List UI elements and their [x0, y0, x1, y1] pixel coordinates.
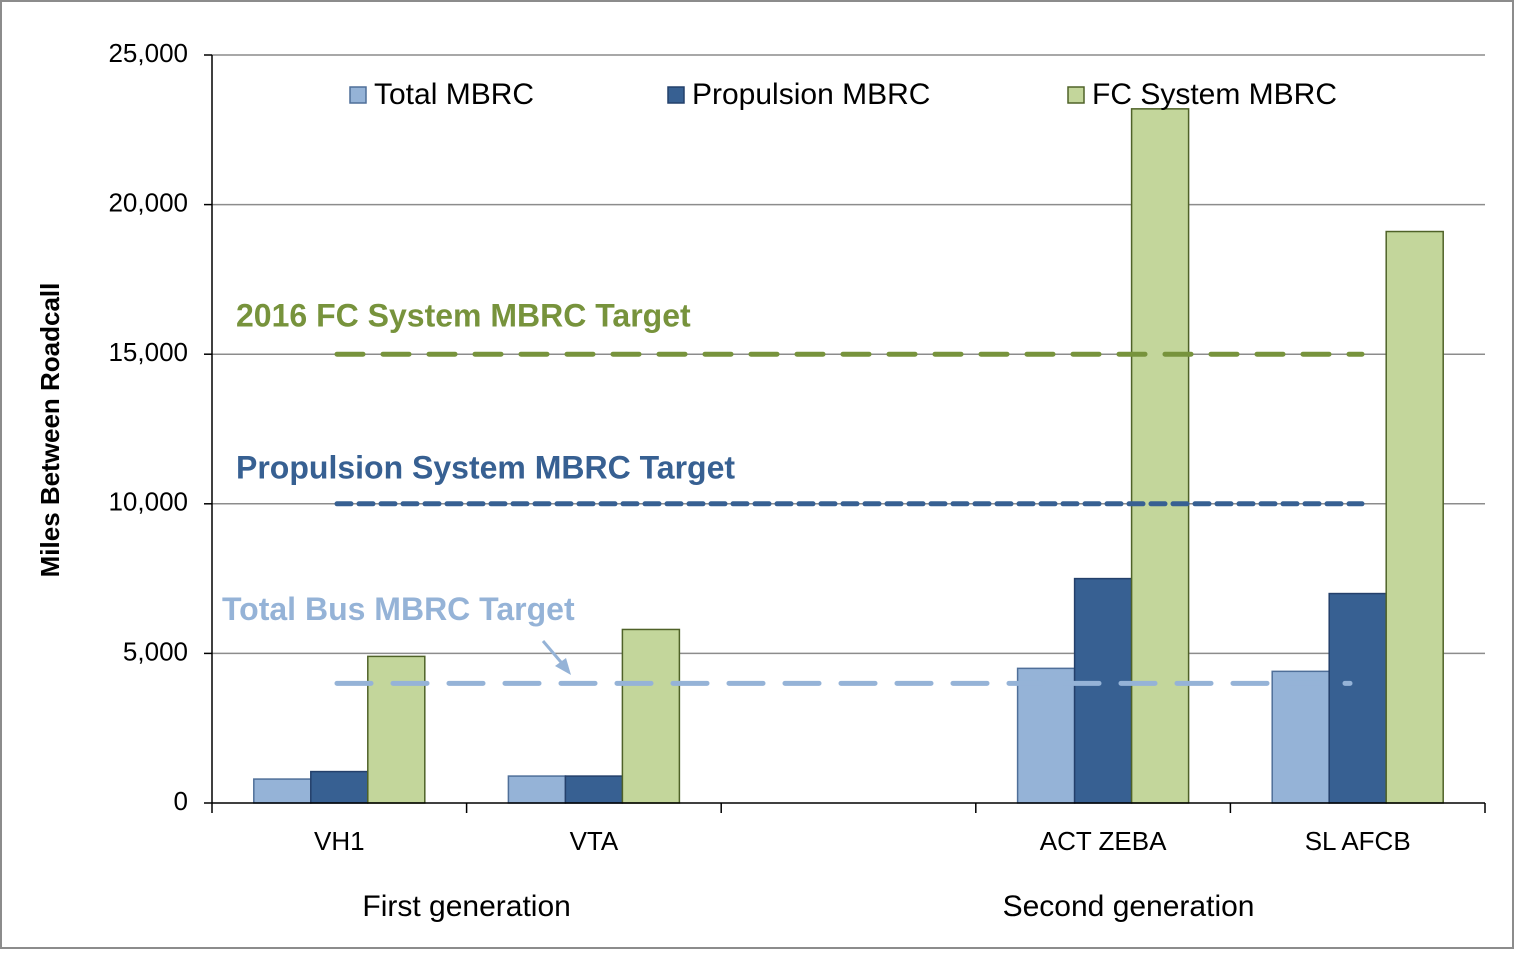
legend-swatch: [1067, 86, 1085, 104]
y-tick-label: 10,000: [108, 487, 188, 517]
y-tick-label: 5,000: [123, 636, 188, 666]
reference-label: Total Bus MBRC Target: [222, 591, 575, 627]
bar: [1385, 230, 1444, 804]
bar: [1328, 592, 1387, 804]
legend-label: Total MBRC: [374, 78, 534, 111]
bar: [253, 778, 312, 804]
y-tick-label: 25,000: [108, 38, 188, 68]
bar: [1016, 667, 1076, 804]
bar: [1271, 670, 1330, 804]
bar: [1073, 577, 1133, 804]
legend-label: Propulsion MBRC: [692, 78, 930, 111]
x-tick-label: VTA: [570, 826, 619, 856]
x-tick-label: ACT ZEBA: [1040, 826, 1167, 856]
x-tick-label: SL AFCB: [1305, 826, 1411, 856]
annotation-arrow: [541, 640, 571, 675]
bar: [1130, 108, 1190, 804]
legend-label: FC System MBRC: [1092, 78, 1337, 111]
group-label: First generation: [362, 890, 570, 923]
arrow-head: [555, 658, 571, 675]
reference-label: 2016 FC System MBRC Target: [236, 298, 691, 334]
bar: [564, 775, 624, 804]
y-tick-label: 20,000: [108, 187, 188, 217]
y-tick-label: 0: [174, 786, 188, 816]
bar: [507, 775, 567, 804]
reference-label: Propulsion System MBRC Target: [236, 449, 735, 485]
legend-swatch: [667, 86, 685, 104]
bar: [621, 628, 681, 804]
y-tick-label: 15,000: [108, 337, 188, 367]
bar: [310, 770, 369, 804]
bar: [367, 655, 426, 804]
group-label: Second generation: [1003, 890, 1255, 923]
x-tick-label: VH1: [314, 826, 365, 856]
legend-swatch: [349, 86, 367, 104]
y-axis-title: Miles Between Roadcall: [35, 283, 65, 578]
